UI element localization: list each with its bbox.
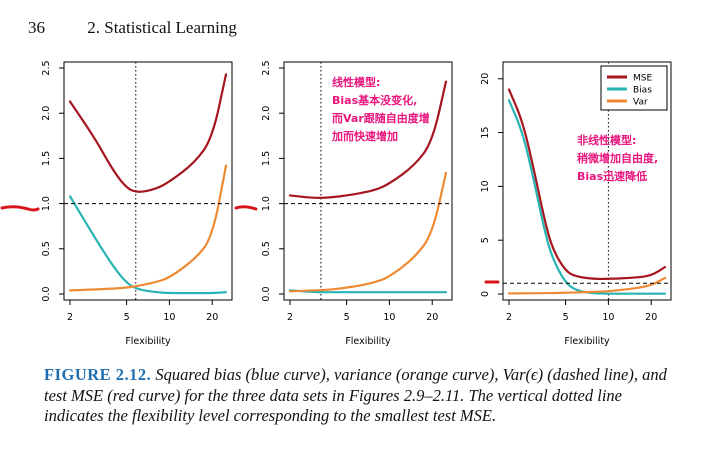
y-tick-label: 0 [480, 291, 491, 297]
y-tick-label: 15 [480, 127, 491, 139]
x-tick-label: 20 [645, 312, 657, 323]
y-tick-label: 0.5 [261, 241, 272, 256]
plot-frame [502, 61, 672, 301]
panel-3: 2 5 10 20 0 5 10 15 20 Flexibility 非线性模型: 稍微增加自由度, B… [480, 61, 672, 347]
pen-mark-1 [0, 205, 40, 212]
plot-frame [283, 61, 453, 301]
x-tick-label: 5 [124, 312, 130, 323]
series-bias [288, 289, 448, 294]
y-tick-label: 2.5 [261, 60, 272, 75]
y-tick-label: 1.5 [261, 151, 272, 166]
y-tick-label: 0.0 [261, 286, 272, 301]
legend-label: Bias [633, 86, 652, 96]
x-tick-label: 5 [344, 312, 350, 323]
x-axis-label: Flexibility [125, 336, 171, 347]
series-var [68, 164, 228, 292]
y-tick-label: 2.0 [261, 106, 272, 121]
panel-2: 2 5 10 20 0.0 0.5 1.0 1.5 2.0 2.5 Flexibility 线性模型:… [261, 60, 453, 347]
pen-mark-2 [234, 205, 258, 211]
y-tick-label: 1.5 [41, 151, 52, 166]
annotation-text: 加而快速增加 [331, 129, 398, 143]
x-tick-label: 2 [287, 312, 293, 323]
page-number: 36 [28, 18, 45, 37]
section-title: 2. Statistical Learning [87, 18, 237, 37]
series-bias [68, 195, 228, 295]
annotation-text: Bias迅速降低 [577, 169, 647, 183]
figure-caption: FIGURE 2.12. Squared bias (blue curve), … [44, 365, 684, 427]
y-tick-label: 10 [480, 180, 491, 192]
x-tick-label: 10 [383, 312, 395, 323]
y-tick-label: 1.0 [261, 196, 272, 211]
series-mse [507, 88, 667, 281]
plot-frame [63, 61, 233, 301]
series-mse [68, 73, 228, 193]
x-tick-label: 2 [506, 312, 512, 323]
caption-text: Squared bias (blue curve), variance (ora… [44, 365, 667, 425]
y-tick-label: 0.0 [41, 286, 52, 301]
y-tick-label: 2.5 [41, 60, 52, 75]
series-mse [288, 80, 448, 199]
legend: MSE Bias Var [600, 65, 668, 111]
x-tick-label: 20 [426, 312, 438, 323]
page-header: 36 2. Statistical Learning [28, 18, 237, 38]
series-var [288, 171, 448, 293]
x-axis-label: Flexibility [345, 336, 391, 347]
series-bias [507, 99, 667, 295]
annotation-text: Bias基本没变化, [332, 93, 417, 107]
x-tick-label: 5 [563, 312, 569, 323]
y-tick-label: 0.5 [41, 241, 52, 256]
legend-label: MSE [633, 74, 652, 84]
annotation-text: 而Var跟随自由度增 [332, 111, 430, 125]
annotation-text: 稍微增加自由度, [577, 151, 658, 165]
y-tick-label: 2.0 [41, 106, 52, 121]
annotation-text: 非线性模型: [577, 133, 636, 147]
y-tick-label: 20 [480, 73, 491, 85]
annotation-text: 线性模型: [332, 75, 380, 89]
caption-label: FIGURE 2.12. [44, 365, 152, 384]
x-axis-label: Flexibility [564, 336, 610, 347]
x-tick-label: 2 [67, 312, 73, 323]
legend-label: Var [633, 98, 648, 108]
x-tick-label: 10 [602, 312, 614, 323]
series-var [507, 276, 667, 295]
legend-box [600, 65, 668, 111]
panel-1: 2 5 10 20 0.0 0.5 1.0 1.5 2.0 2.5 Flexibility [41, 60, 233, 347]
x-tick-label: 10 [163, 312, 175, 323]
y-tick-label: 1.0 [41, 196, 52, 211]
x-tick-label: 20 [206, 312, 218, 323]
y-tick-label: 5 [480, 237, 491, 243]
